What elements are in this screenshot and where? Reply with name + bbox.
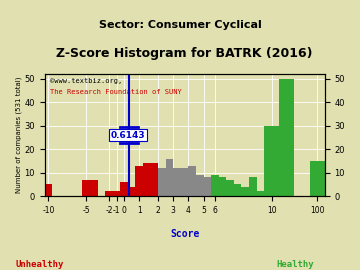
Bar — [150, 163, 158, 196]
Bar — [264, 126, 279, 196]
Bar — [203, 177, 211, 196]
X-axis label: Score: Score — [170, 229, 199, 239]
Bar — [82, 180, 90, 196]
Bar — [196, 175, 203, 196]
Text: ©www.textbiz.org,: ©www.textbiz.org, — [50, 78, 122, 84]
Bar — [234, 184, 242, 196]
Bar — [181, 168, 188, 196]
Bar — [249, 177, 257, 196]
Bar — [219, 177, 226, 196]
Bar — [143, 163, 150, 196]
Text: 0.6143: 0.6143 — [111, 131, 145, 140]
Bar — [242, 187, 249, 196]
Bar — [310, 161, 325, 196]
Text: The Research Foundation of SUNY: The Research Foundation of SUNY — [50, 89, 182, 95]
Bar — [113, 191, 120, 196]
Y-axis label: Number of companies (531 total): Number of companies (531 total) — [15, 77, 22, 193]
Bar — [173, 168, 181, 196]
Bar — [45, 184, 52, 196]
Bar — [135, 166, 143, 196]
Bar — [279, 79, 294, 196]
Bar — [226, 180, 234, 196]
Bar — [105, 191, 113, 196]
Text: Sector: Consumer Cyclical: Sector: Consumer Cyclical — [99, 20, 261, 30]
Text: Healthy: Healthy — [276, 260, 314, 269]
Bar — [257, 191, 264, 196]
Bar — [166, 158, 173, 196]
Bar — [211, 175, 219, 196]
Bar — [90, 180, 98, 196]
Bar — [188, 166, 196, 196]
Title: Z-Score Histogram for BATRK (2016): Z-Score Histogram for BATRK (2016) — [57, 48, 313, 60]
Bar — [158, 168, 166, 196]
Bar — [128, 187, 135, 196]
Text: Unhealthy: Unhealthy — [15, 260, 64, 269]
Bar — [120, 182, 128, 196]
